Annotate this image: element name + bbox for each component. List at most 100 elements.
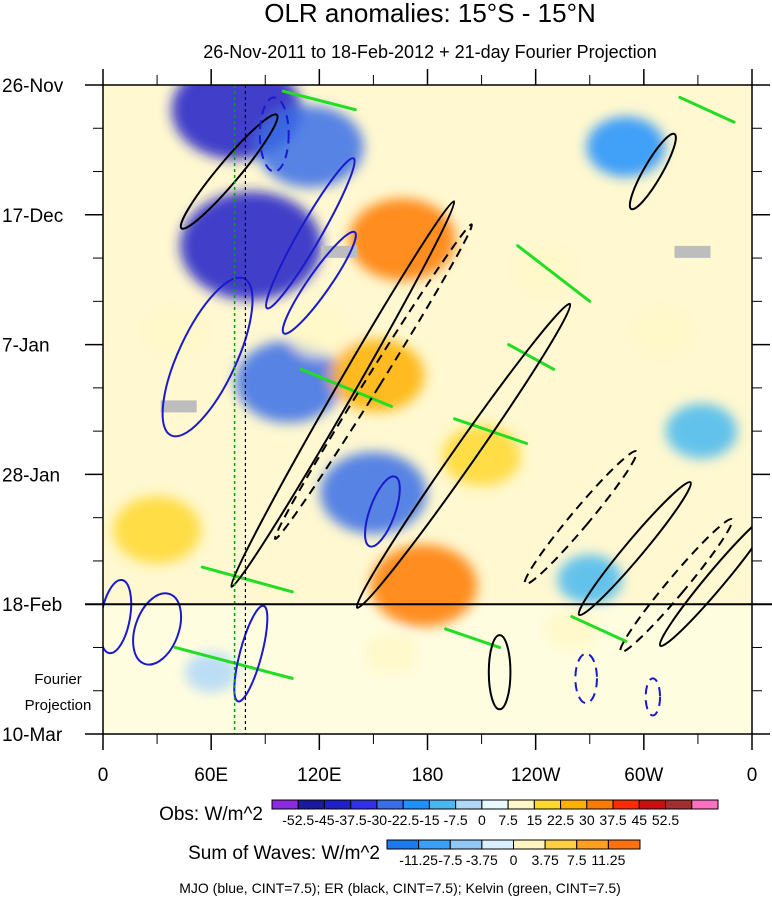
obs-colorbar-level-4: -22.5: [387, 812, 419, 828]
waves-colorbar-box-0: [386, 839, 420, 850]
anomaly-blob-14: [514, 247, 575, 294]
waves-colorbar-box-4: [513, 839, 546, 850]
mjo-contour-8: [574, 652, 598, 705]
er-contour-7: [523, 450, 638, 586]
obs-colorbar-level-13: 45: [632, 812, 648, 828]
anomaly-blob-4: [320, 451, 427, 534]
obs-colorbar-box-8: [481, 799, 509, 810]
projection-label-line2: Projection: [25, 697, 92, 714]
x-tick-label-4: 120W: [511, 765, 561, 786]
x-tick-label-6: 0: [747, 765, 758, 786]
obs-colorbar-box-16: [691, 799, 719, 810]
waves-colorbar-level-2: -3.75: [466, 852, 498, 868]
mjo-contour-7: [233, 604, 269, 703]
y-tick-label-3: 28-Jan: [2, 465, 60, 486]
kelvin-contour-9: [570, 615, 628, 643]
obs-colorbar-level-5: -15: [419, 812, 439, 828]
anomaly-blob-7: [370, 544, 478, 627]
waves-colorbar-box-7: [607, 839, 641, 850]
obs-colorbar-level-1: -45: [314, 812, 334, 828]
mjo-contours: [103, 96, 662, 717]
kelvin-contour-5: [453, 417, 529, 445]
kelvin-contour-0: [281, 89, 357, 112]
x-tick-label-0: 0: [98, 765, 109, 786]
missing-patch-2: [674, 245, 711, 258]
x-tick-label-3: 180: [412, 765, 444, 786]
kelvin-contour-1: [678, 95, 736, 124]
er-contour-1: [355, 302, 572, 609]
waves-colorbar-level-5: 7.5: [567, 852, 587, 868]
x-tick-label-5: 60W: [624, 765, 663, 786]
obs-colorbar: -52.5 -45 -37.5 -30 -22.5 -15 -7.5 0 7.5 15 22.5 30…: [271, 799, 719, 828]
waves-colorbar-label: Sum of Waves: W/m^2: [188, 843, 380, 864]
missing-patch-1: [160, 400, 197, 413]
anomaly-blob-3: [235, 340, 342, 423]
er-contour-5: [619, 518, 734, 654]
mjo-contour-9: [644, 677, 662, 717]
obs-colorbar-level-9: 15: [527, 812, 543, 828]
obs-colorbar-box-9: [507, 799, 535, 810]
x-axis: 0 60E 120E 180 120W 60W 0: [98, 69, 758, 786]
anomaly-blob-17: [544, 607, 600, 651]
obs-colorbar-box-7: [455, 799, 483, 810]
er-contour-8: [628, 132, 677, 211]
obs-colorbar-label: Obs: W/m^2: [159, 804, 263, 825]
y-tick-label-0: 26-Nov: [2, 76, 64, 97]
obs-colorbar-box-4: [376, 799, 404, 810]
obs-colorbar-level-11: 30: [579, 812, 595, 828]
anomaly-blob-9: [586, 116, 666, 178]
anomaly-blob-16: [145, 309, 206, 356]
obs-colorbar-box-6: [428, 799, 457, 810]
obs-colorbar-level-10: 22.5: [547, 812, 574, 828]
y-tick-label-1: 17-Dec: [2, 206, 63, 227]
obs-colorbar-level-3: -30: [367, 812, 387, 828]
er-contour-2: [273, 223, 473, 540]
anomaly-blob-1: [179, 191, 322, 301]
waves-colorbar-level-6: 11.25: [591, 852, 625, 868]
obs-colorbar-level-14: 52.5: [652, 812, 679, 828]
obs-colorbar-box-3: [350, 799, 378, 810]
waves-colorbar-box-3: [481, 839, 514, 850]
obs-colorbar-level-2: -37.5: [335, 812, 367, 828]
x-tick-label-1: 60E: [194, 765, 228, 786]
kelvin-contour-6: [200, 565, 294, 594]
chart-title: OLR anomalies: 15°S - 15°N: [264, 0, 596, 28]
er-contour-0: [230, 200, 456, 588]
anomaly-field: [113, 85, 738, 693]
anomaly-blob-8: [113, 496, 202, 564]
mjo-contour-2: [265, 157, 356, 310]
anomaly-blob-2: [257, 105, 364, 188]
y-tick-label-5: 10-Mar: [2, 725, 63, 746]
mjo-contour-6: [132, 592, 183, 666]
projection-label-line1: Fourier: [34, 671, 82, 688]
er-contour-4: [577, 481, 692, 617]
er-contour-6: [658, 511, 752, 648]
kelvin-contours: [173, 89, 736, 680]
waves-colorbar: -11.25 -7.5 -3.75 0 3.75 7.5 11.25: [386, 839, 641, 868]
waves-colorbar-level-0: -11.25: [399, 852, 438, 868]
obs-colorbar-box-12: [586, 799, 614, 810]
er-contours: [179, 113, 752, 711]
kelvin-contour-7: [444, 627, 502, 649]
y-tick-label-2: 7-Jan: [2, 336, 50, 357]
anomaly-blob-5: [348, 198, 456, 281]
waves-colorbar-level-1: -7.5: [438, 852, 462, 868]
chart-subtitle: 26-Nov-2011 to 18-Feb-2012 + 21-day Four…: [203, 42, 656, 62]
waves-colorbar-box-6: [576, 839, 609, 850]
obs-colorbar-box-5: [402, 799, 430, 810]
anomaly-blob-11: [557, 554, 622, 605]
obs-colorbar-box-15: [665, 799, 693, 810]
anomaly-blob-19: [184, 651, 238, 693]
x-tick-label-2: 120E: [297, 765, 341, 786]
anomaly-blob-13: [287, 307, 352, 358]
mjo-contour-1: [258, 96, 290, 173]
obs-colorbar-box-14: [638, 799, 667, 810]
waves-colorbar-box-2: [449, 839, 483, 850]
obs-colorbar-box-13: [612, 799, 640, 810]
obs-colorbar-level-0: -52.5: [282, 812, 314, 828]
obs-colorbar-level-12: 37.5: [599, 812, 626, 828]
waves-colorbar-level-4: 3.75: [532, 852, 559, 868]
y-tick-label-4: 18-Feb: [2, 595, 62, 616]
kelvin-contour-8: [173, 645, 294, 680]
